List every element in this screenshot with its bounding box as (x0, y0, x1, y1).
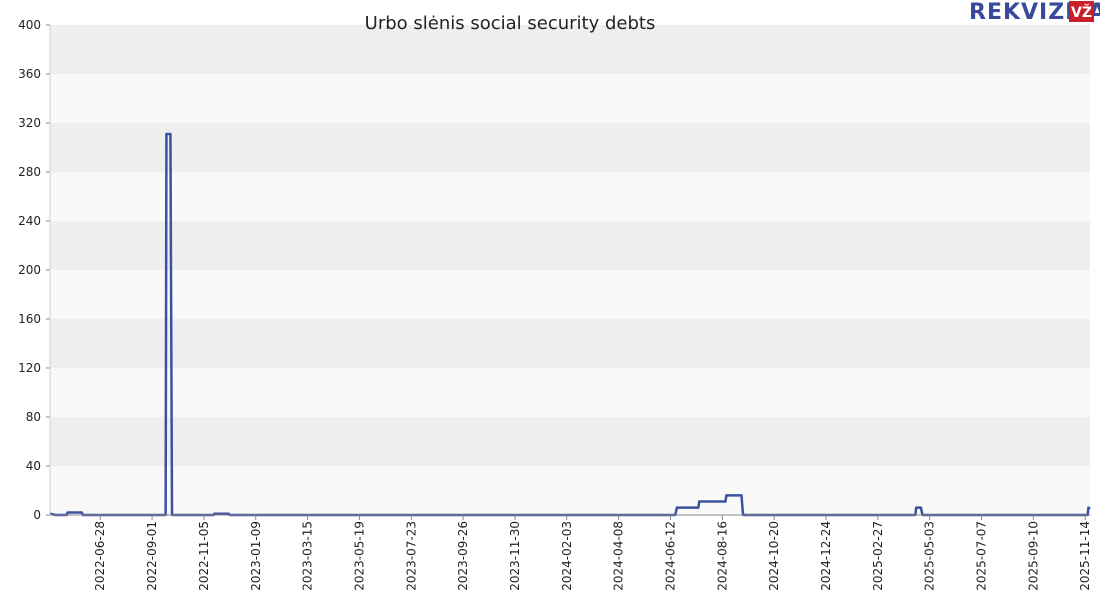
y-tick-label: 240 (18, 214, 41, 228)
y-tick-label: 0 (33, 508, 41, 522)
x-tick-label: 2022-09-01 (145, 521, 159, 590)
x-tick-label: 2023-03-15 (301, 521, 315, 590)
y-tick-label: 160 (18, 312, 41, 326)
chart-title: Urbo slėnis social security debts (365, 13, 656, 34)
x-tick-label: 2023-09-26 (456, 521, 470, 590)
grid-band (50, 221, 1090, 270)
x-tick-label: 2022-06-28 (93, 521, 107, 590)
x-tick-label: 2024-12-24 (819, 521, 833, 590)
x-tick-label: 2024-02-03 (560, 521, 574, 590)
x-tick-label: 2024-08-16 (715, 521, 729, 590)
logo-badge-bg (1069, 1, 1094, 22)
y-tick-label: 360 (18, 67, 41, 81)
y-tick-label: 40 (26, 459, 41, 473)
y-tick-label: 80 (26, 410, 41, 424)
y-tick-label: 400 (18, 18, 41, 32)
x-tick-label: 2024-06-12 (663, 521, 677, 590)
x-tick-label: 2025-02-27 (871, 521, 885, 590)
x-tick-label: 2024-10-20 (767, 521, 781, 590)
x-tick-label: 2023-01-09 (249, 521, 263, 590)
y-tick-label: 280 (18, 165, 41, 179)
grid-band (50, 25, 1090, 74)
x-tick-label: 2025-05-03 (923, 521, 937, 590)
x-tick-label: 2023-05-19 (352, 521, 366, 590)
grid-band (50, 123, 1090, 172)
x-tick-label: 2024-04-08 (612, 521, 626, 590)
y-tick-label: 200 (18, 263, 41, 277)
y-tick-label: 120 (18, 361, 41, 375)
x-tick-label: 2022-11-05 (197, 521, 211, 590)
bands (50, 25, 1090, 515)
y-tick-label: 320 (18, 116, 41, 130)
x-tick-label: 2023-07-23 (404, 521, 418, 590)
x-tick-label: 2025-09-10 (1026, 521, 1040, 590)
x-tick-label: 2025-11-14 (1078, 521, 1092, 590)
grid-band (50, 319, 1090, 368)
logo-badge: VŽ (1071, 4, 1092, 21)
grid-band (50, 417, 1090, 466)
x-tick-label: 2023-11-30 (508, 521, 522, 590)
x-tick-label: 2025-07-07 (975, 521, 989, 590)
